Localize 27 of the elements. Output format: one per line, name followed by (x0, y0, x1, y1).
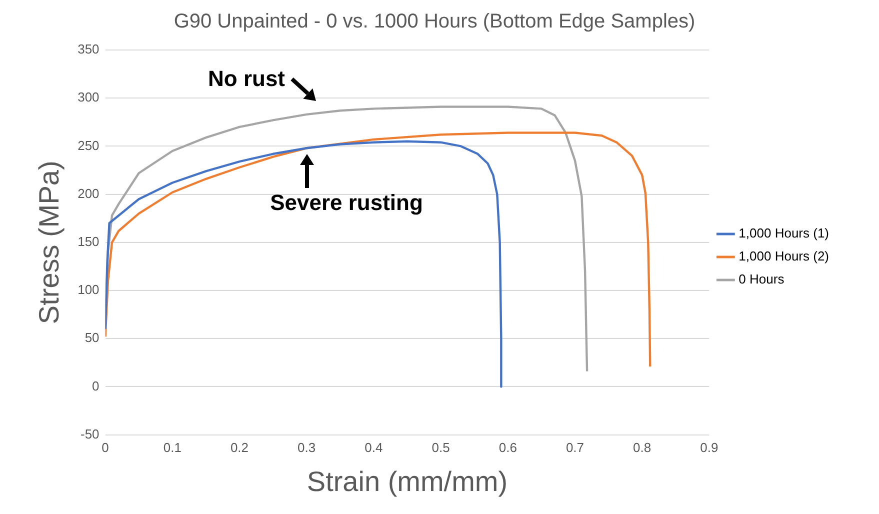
y-tick-label: 100 (78, 282, 100, 298)
x-tick-label: 0.8 (633, 440, 652, 456)
legend-label: 1,000 Hours (2) (738, 248, 830, 264)
legend-label: 0 Hours (738, 272, 785, 287)
x-tick-label: 0.4 (364, 440, 383, 456)
y-tick-label: 350 (78, 42, 100, 57)
annotation: Severe rusting (270, 190, 423, 216)
x-tick-label: 0.2 (230, 440, 249, 456)
y-tick-label: 50 (84, 330, 100, 346)
y-tick-label: 250 (78, 138, 100, 153)
legend-label: 1,000 Hours (1) (738, 226, 830, 241)
y-tick-label: 0 (92, 378, 100, 394)
chart-title: G90 Unpainted - 0 vs. 1000 Hours (Bottom Edge Samples) (174, 10, 696, 33)
x-tick-label: 0.7 (566, 440, 584, 456)
y-tick-label: -50 (80, 426, 100, 442)
y-axis-title: Stress (MPa) (34, 160, 65, 324)
x-tick-label: 0 (102, 440, 109, 456)
y-tick-label: 150 (78, 234, 100, 249)
annotation: No rust (208, 66, 285, 92)
y-tick-label: 300 (78, 90, 100, 105)
x-tick-label: 0.1 (163, 440, 182, 456)
x-axis-title: Strain (mm/mm) (306, 466, 508, 497)
y-tick-label: 200 (78, 186, 100, 201)
x-tick-label: 0.9 (700, 440, 718, 456)
x-tick-label: 0.5 (432, 440, 450, 456)
x-tick-label: 0.3 (298, 440, 316, 456)
x-tick-label: 0.6 (498, 440, 517, 456)
